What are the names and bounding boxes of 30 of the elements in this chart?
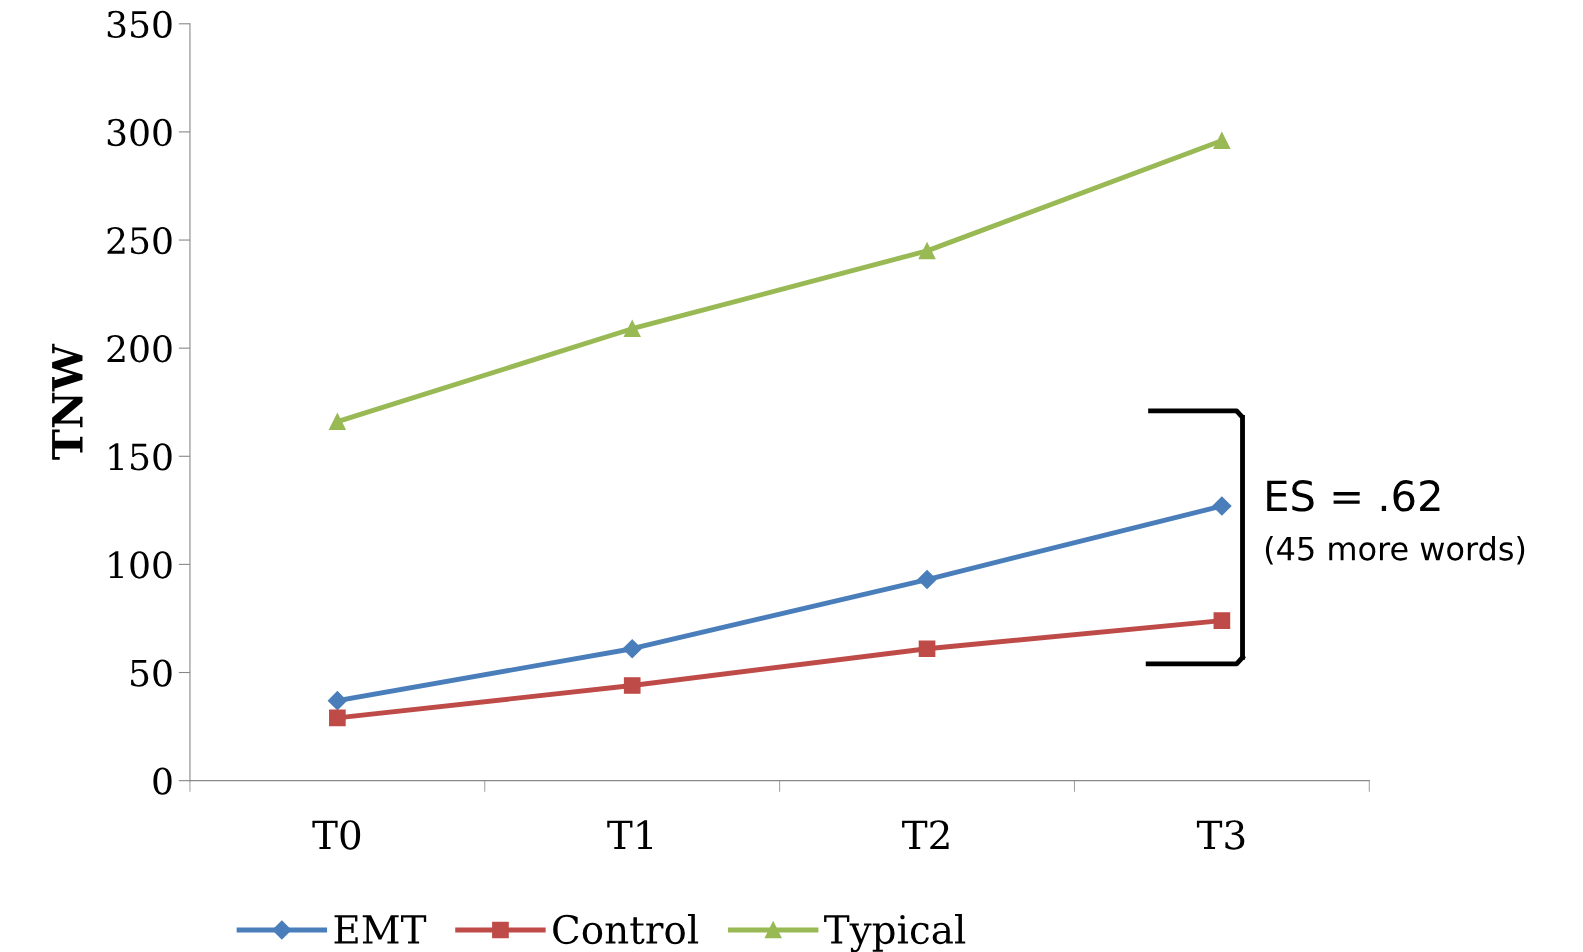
y-tick-label: 50 (131, 659, 172, 687)
legend-label: Typical (824, 914, 966, 952)
annotation: ES = .62 (1267, 480, 1440, 512)
point (623, 677, 641, 694)
y-tick-label: 350 (107, 10, 172, 39)
y-tick-label: 200 (107, 335, 172, 363)
y-tick-label: 0 (153, 767, 172, 795)
point (327, 691, 347, 711)
y-tick-label: 250 (107, 226, 172, 255)
y-axis-title: TNW (52, 343, 83, 460)
point (1213, 132, 1231, 149)
y-tick-label: 100 (109, 551, 172, 579)
x-tick-label: T2 (902, 820, 949, 850)
point (1213, 612, 1231, 629)
y-tick-label: 150 (109, 443, 172, 471)
point (329, 413, 346, 431)
x-tick-label: T1 (607, 820, 653, 850)
point (622, 639, 642, 659)
point (1212, 496, 1232, 516)
legend-label: EMT (334, 915, 427, 944)
annotation: (45 more words) (1265, 535, 1525, 565)
point (329, 709, 346, 727)
point (918, 242, 936, 260)
point (623, 320, 641, 338)
point (917, 570, 937, 590)
x-tick-label: T0 (312, 820, 361, 850)
point (918, 640, 936, 658)
legend-label: Control (553, 914, 699, 945)
x-tick-label: T3 (1196, 820, 1245, 850)
y-tick-label: 300 (107, 118, 172, 147)
